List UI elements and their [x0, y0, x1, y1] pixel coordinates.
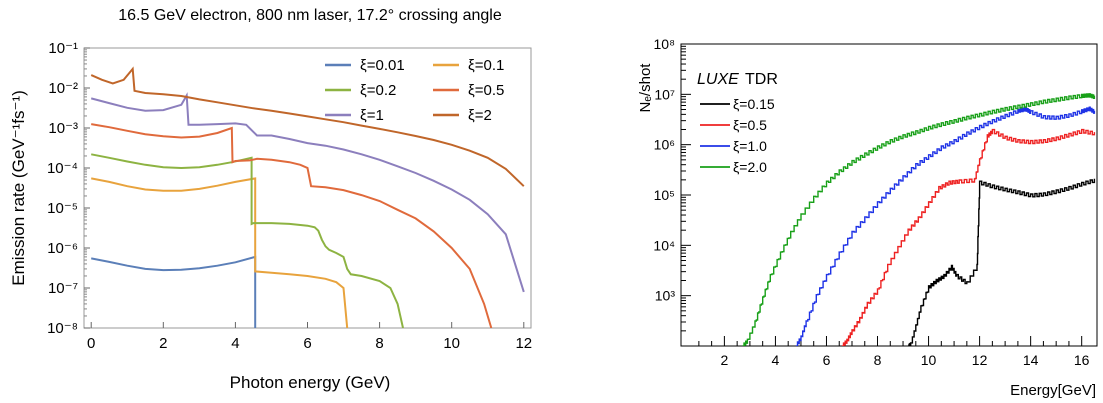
left-series-group: [90, 66, 525, 328]
right-y-tick-label: 10³: [655, 288, 676, 304]
right-series-line-1: [841, 128, 1096, 346]
left-series-line-5: [90, 66, 525, 187]
right-x-tick-label: 6: [823, 352, 831, 368]
left-series-line-1: [91, 177, 349, 328]
right-x-tick-label: 8: [874, 352, 882, 368]
left-legend-label-0: ξ=0.01: [360, 57, 405, 74]
right-x-axis: 2 4 6 8 10 12 14 16: [698, 336, 1090, 368]
right-series-group: [742, 93, 1096, 346]
right-legend-label-0: ξ=0.15: [733, 96, 775, 112]
left-y-axis: 10⁻⁸ 10⁻⁷ 10⁻⁶ 10⁻⁵ 10⁻⁴ 10⁻³ 10⁻² 10⁻¹: [47, 40, 90, 337]
left-y-tick-label: 10⁻⁵: [47, 200, 78, 217]
left-x-tick-label: 8: [375, 335, 383, 352]
left-legend-label-1: ξ=0.1: [468, 57, 504, 74]
right-y-tick-label: 10⁴: [653, 237, 675, 253]
right-y-tick-label: 10⁸: [654, 36, 676, 52]
left-plot-frame: [83, 47, 532, 329]
right-legend-label-1: ξ=0.5: [733, 117, 767, 133]
left-legend-label-5: ξ=2: [468, 107, 492, 124]
right-y-axis-label: Nₑ/shot: [637, 63, 654, 113]
left-x-axis: 0 2 4 6 8 10 12: [87, 322, 532, 352]
right-x-tick-label: 4: [772, 352, 780, 368]
left-y-tick-label: 10⁻³: [48, 120, 78, 137]
right-x-axis-label: Energy[GeV]: [1010, 382, 1096, 399]
right-series-line-0: [907, 178, 1096, 346]
left-legend-label-2: ξ=0.2: [360, 82, 396, 99]
left-x-tick-label: 12: [515, 335, 532, 352]
left-chart: 16.5 GeV electron, 800 nm laser, 17.2° c…: [9, 7, 532, 392]
left-series-line-4: [90, 92, 525, 293]
left-x-tick-label: 2: [159, 335, 167, 352]
right-x-tick-label: 12: [972, 352, 988, 368]
left-x-tick-label: 6: [303, 335, 311, 352]
right-y-axis: 10³ 10⁴ 10⁵ 10⁶ 10⁷ 10⁸: [653, 36, 691, 347]
right-legend-label-3: ξ=2.0: [733, 159, 767, 175]
right-legend: ξ=0.15 ξ=0.5 ξ=1.0 ξ=2.0: [700, 96, 775, 175]
left-y-tick-label: 10⁻⁶: [47, 240, 78, 257]
left-series-line-3: [91, 123, 493, 328]
right-series-line-2: [795, 106, 1096, 346]
right-y-tick-label: 10⁶: [654, 137, 675, 153]
right-series-line-3: [742, 93, 1096, 346]
left-x-tick-label: 10: [443, 335, 460, 352]
right-x-tick-label: 2: [720, 352, 728, 368]
left-series-line-2: [91, 153, 404, 328]
right-x-tick-label: 14: [1023, 352, 1039, 368]
right-legend-title: LUXE TDR: [697, 71, 778, 88]
left-chart-title: 16.5 GeV electron, 800 nm laser, 17.2° c…: [118, 7, 502, 24]
right-legend-title-italic: LUXE: [697, 71, 739, 88]
left-x-axis-label: Photon energy (GeV): [230, 373, 391, 392]
left-y-tick-label: 10⁻¹: [48, 40, 78, 57]
right-chart: 10³ 10⁴ 10⁵ 10⁶ 10⁷ 10⁸ 2 4 6 8 10 12 14 16 Energy[G…: [637, 36, 1098, 399]
right-y-tick-label: 10⁵: [654, 187, 675, 203]
right-x-tick-label: 10: [921, 352, 937, 368]
left-legend-label-4: ξ=1: [360, 107, 384, 124]
left-y-tick-label: 10⁻⁴: [47, 160, 78, 177]
right-legend-label-2: ξ=1.0: [733, 138, 767, 154]
left-series-line-0: [91, 255, 257, 328]
left-x-tick-label: 0: [87, 335, 95, 352]
left-y-tick-label: 10⁻²: [48, 80, 78, 97]
right-legend-title-text: TDR: [745, 71, 778, 88]
right-y-tick-label: 10⁷: [654, 86, 675, 102]
left-y-tick-label: 10⁻⁸: [47, 320, 78, 337]
left-legend-label-3: ξ=0.5: [468, 82, 504, 99]
left-legend: ξ=0.01 ξ=0.1 ξ=0.2 ξ=0.5 ξ=1 ξ=2: [325, 57, 504, 124]
left-x-tick-label: 4: [231, 335, 239, 352]
left-y-tick-label: 10⁻⁷: [48, 280, 78, 297]
left-y-axis-label: Emission rate (GeV⁻¹fs⁻¹): [9, 90, 28, 286]
right-x-tick-label: 16: [1074, 352, 1090, 368]
